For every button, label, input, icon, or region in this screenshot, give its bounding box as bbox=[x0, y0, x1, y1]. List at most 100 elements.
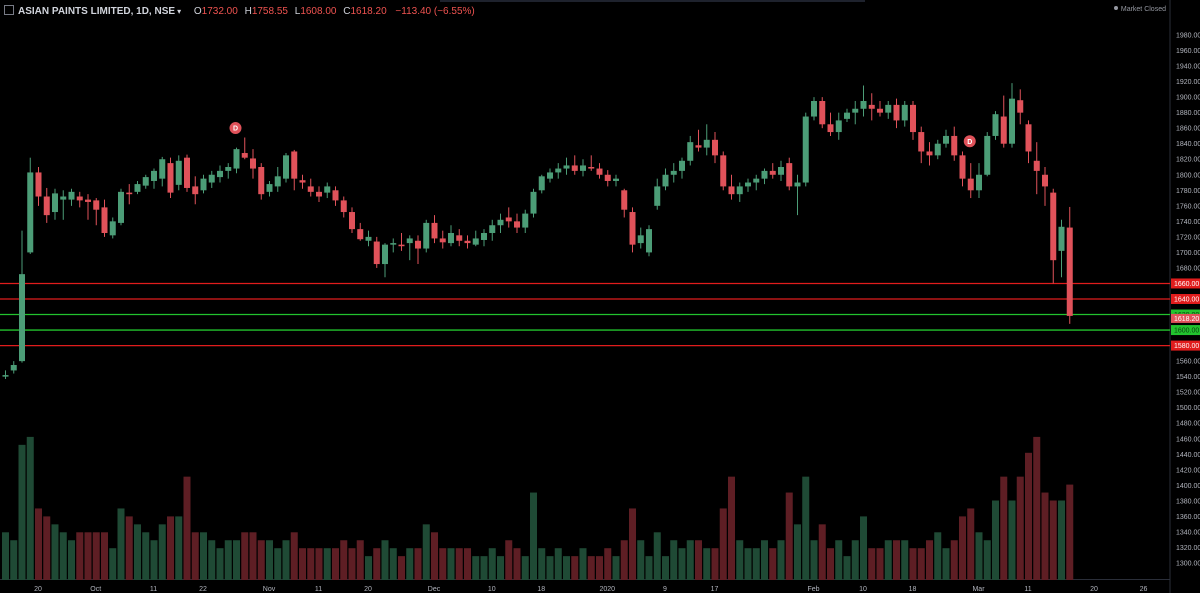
y-tick-label: 1840.00 bbox=[1176, 141, 1200, 148]
candle-body bbox=[151, 170, 157, 181]
candle-body bbox=[654, 186, 661, 206]
x-tick-label: 22 bbox=[199, 586, 207, 593]
volume-bar bbox=[950, 540, 958, 580]
candle-body bbox=[52, 193, 58, 213]
candle-body bbox=[118, 191, 124, 223]
y-tick-label: 1540.00 bbox=[1176, 374, 1200, 381]
volume-bar bbox=[348, 548, 356, 580]
candle-body bbox=[555, 168, 562, 173]
volume-bar bbox=[299, 548, 306, 580]
candle-body bbox=[967, 178, 974, 191]
collapse-legend-icon[interactable] bbox=[4, 5, 14, 15]
candle-body bbox=[2, 375, 9, 377]
candle-body bbox=[373, 241, 380, 265]
volume-bar bbox=[439, 548, 447, 580]
candle-body bbox=[134, 184, 141, 192]
volume-bar bbox=[497, 556, 504, 580]
candle-body bbox=[778, 167, 784, 175]
open-value: 1732.00 bbox=[201, 6, 238, 17]
open-label: O bbox=[193, 6, 202, 17]
candle-body bbox=[481, 233, 487, 240]
x-tick-label: 10 bbox=[488, 586, 496, 593]
candle-body bbox=[802, 116, 809, 183]
volume-bar bbox=[101, 532, 108, 580]
candle-body bbox=[951, 135, 958, 156]
volume-bar bbox=[183, 476, 191, 580]
y-tick-label: 1960.00 bbox=[1176, 48, 1200, 55]
candle-body bbox=[167, 163, 174, 193]
volume-bar bbox=[604, 548, 612, 580]
volume-bar bbox=[653, 532, 661, 580]
volume-bar bbox=[596, 556, 603, 580]
volume-bar bbox=[175, 516, 183, 580]
x-tick-label: Mar bbox=[972, 586, 985, 593]
volume-bar bbox=[1041, 492, 1049, 580]
volume-bar bbox=[26, 436, 34, 580]
volume-bar bbox=[612, 556, 620, 580]
x-tick-label: 11 bbox=[150, 586, 157, 593]
volume-bar bbox=[546, 556, 554, 580]
volume-bar bbox=[398, 556, 405, 580]
volume-bar bbox=[290, 532, 298, 580]
dividend-marker bbox=[229, 122, 242, 135]
volume-bar bbox=[51, 524, 59, 580]
symbol-title[interactable]: ASIAN PAINTS LIMITED, 1D, NSE ▾ bbox=[18, 6, 181, 17]
candle-body bbox=[819, 101, 826, 125]
candle-body bbox=[415, 240, 421, 249]
candle-body bbox=[868, 104, 875, 109]
volume-bar bbox=[1016, 476, 1024, 580]
candle-body bbox=[538, 176, 545, 191]
high-value: 1758.55 bbox=[251, 6, 288, 17]
level-price-label: 1660.00 bbox=[1174, 281, 1199, 288]
y-tick-label: 1560.00 bbox=[1176, 359, 1200, 366]
close-value: 1618.20 bbox=[350, 6, 387, 17]
candle-body bbox=[992, 114, 999, 136]
candle-body bbox=[35, 172, 42, 197]
candle-body bbox=[976, 174, 982, 191]
volume-bar bbox=[563, 556, 570, 580]
volume-bar bbox=[744, 548, 752, 580]
candle-body bbox=[497, 219, 504, 226]
candle-body bbox=[316, 191, 322, 197]
volume-bar bbox=[554, 548, 562, 580]
candle-body bbox=[613, 178, 619, 181]
candle-body bbox=[588, 167, 595, 169]
candle-body bbox=[365, 236, 372, 241]
volume-bar bbox=[843, 556, 851, 580]
y-tick-label: 1420.00 bbox=[1176, 467, 1200, 474]
y-tick-label: 1760.00 bbox=[1176, 203, 1200, 210]
volume-bar bbox=[488, 548, 496, 580]
candle-body bbox=[1058, 226, 1065, 251]
volume-bar bbox=[389, 548, 397, 580]
level-price-tag bbox=[1171, 294, 1200, 304]
candle-body bbox=[646, 229, 652, 253]
candle-body bbox=[505, 217, 512, 222]
volume-bar bbox=[785, 492, 793, 580]
volume-bar bbox=[1025, 452, 1032, 580]
candle-body bbox=[175, 160, 182, 185]
candle-body bbox=[27, 172, 34, 253]
volume-bar bbox=[711, 548, 719, 580]
candle-body bbox=[291, 151, 298, 179]
volume-bar bbox=[703, 548, 711, 580]
chevron-down-icon[interactable]: ▾ bbox=[177, 7, 182, 16]
y-tick-label: 1340.00 bbox=[1176, 529, 1200, 536]
volume-bar bbox=[480, 556, 488, 580]
volume-bar bbox=[942, 548, 950, 580]
candle-body bbox=[629, 212, 636, 245]
candle-body bbox=[200, 178, 207, 191]
volume-bar bbox=[274, 548, 282, 580]
candle-body bbox=[926, 151, 933, 156]
volume-bar bbox=[76, 532, 84, 580]
candle-body bbox=[76, 196, 83, 201]
candle-body bbox=[621, 190, 628, 210]
volume-bar bbox=[381, 540, 389, 580]
volume-bar bbox=[909, 548, 917, 580]
top-status-strip bbox=[440, 0, 865, 2]
candle-body bbox=[250, 158, 256, 169]
candle-body bbox=[85, 199, 91, 202]
volume-bar bbox=[406, 548, 414, 580]
volume-bar bbox=[810, 540, 818, 580]
candle-body bbox=[580, 165, 586, 171]
